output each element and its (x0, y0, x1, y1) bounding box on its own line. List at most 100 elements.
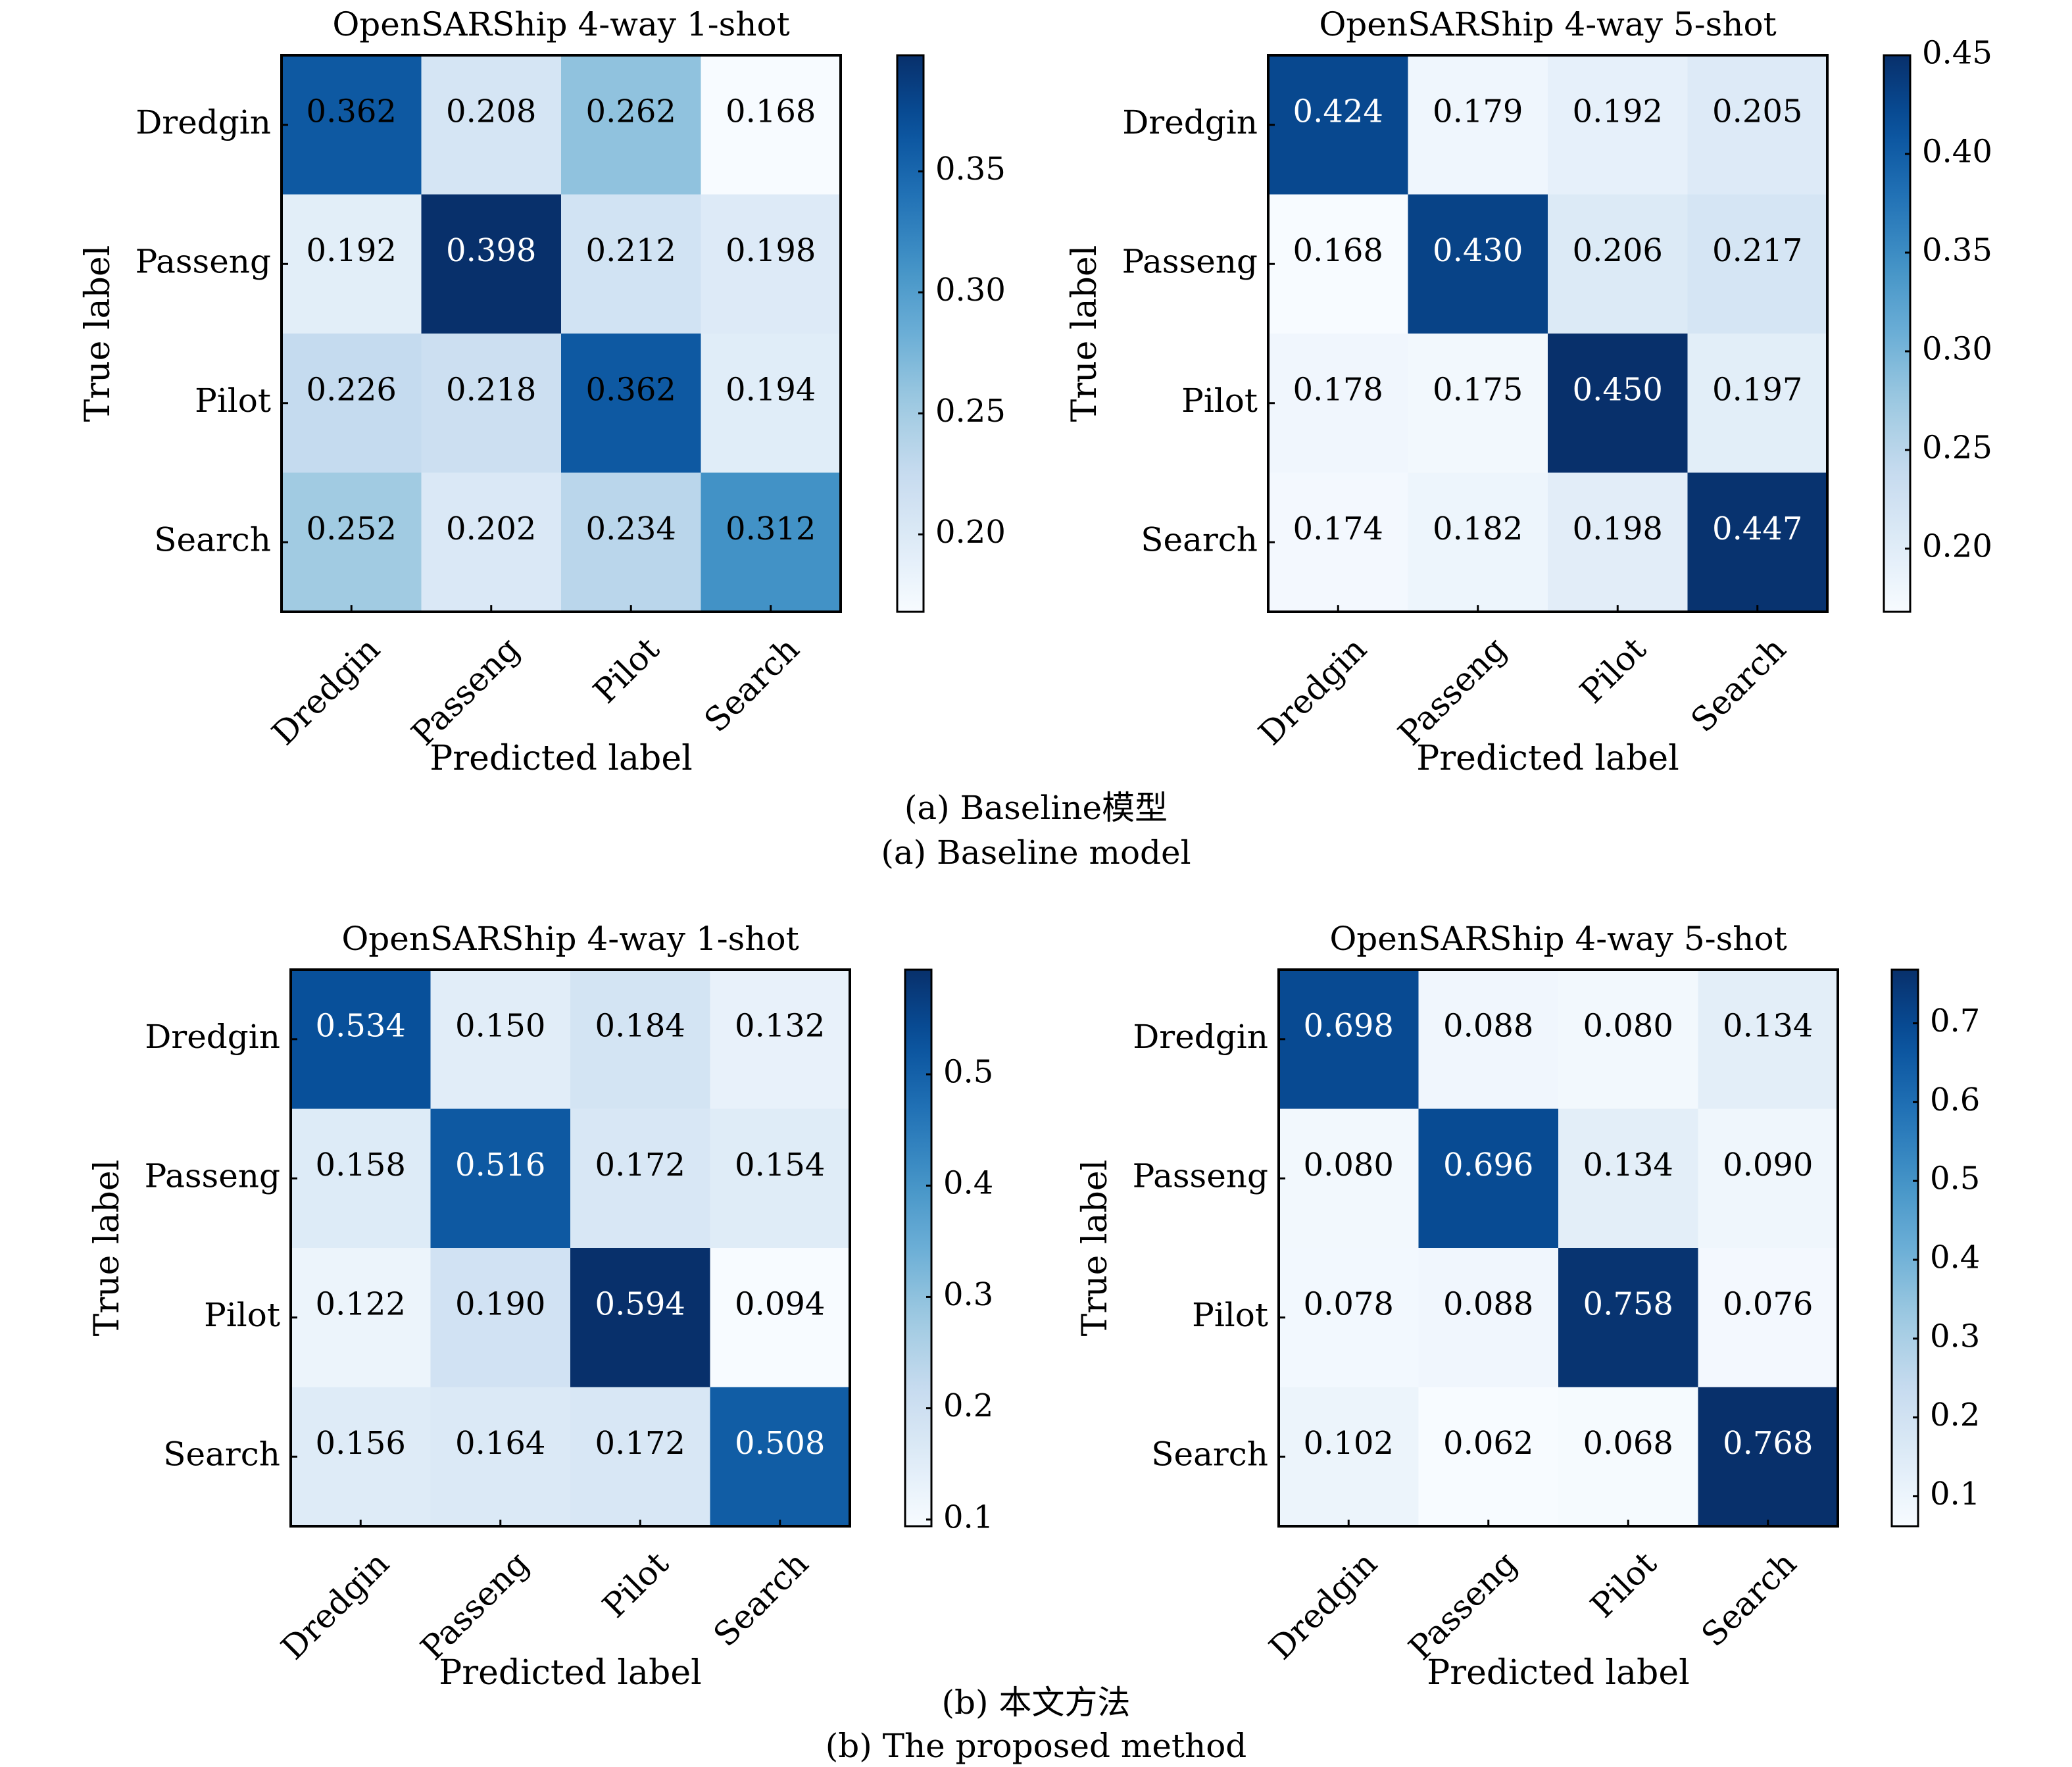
heatmap-cell (1418, 970, 1559, 1109)
heatmap-cell (710, 1248, 851, 1387)
heatmap-cell (1698, 1387, 1838, 1527)
y-axis-label: True label (78, 245, 118, 422)
y-tick-label: Search (1151, 1435, 1268, 1473)
x-axis-label: Predicted label (439, 1653, 701, 1693)
x-tick-label: Dredgin (274, 1544, 397, 1667)
cell-value-label: 0.068 (1583, 1425, 1673, 1462)
cell-value-label: 0.080 (1583, 1007, 1673, 1044)
colorbar (904, 968, 933, 1528)
colorbar-tick-label: 0.1 (1930, 1476, 1980, 1512)
cell-value-label: 0.312 (726, 510, 816, 547)
cell-value-label: 0.078 (1304, 1285, 1394, 1322)
heatmap-cell (291, 1248, 431, 1387)
heatmap-cell (1408, 472, 1548, 612)
cell-value-label: 0.398 (446, 232, 536, 269)
x-tick-label: Passeng (1391, 630, 1514, 753)
x-tick-label: Dredgin (1262, 1544, 1385, 1667)
heatmap-cell (282, 194, 422, 334)
heatmap-cell (1408, 55, 1548, 195)
cell-value-label: 0.184 (595, 1007, 685, 1044)
heatmap-cell (1558, 1387, 1698, 1527)
heatmap-cell (1548, 194, 1688, 334)
cell-value-label: 0.698 (1304, 1007, 1394, 1044)
y-axis-label: True label (87, 1160, 127, 1337)
colorbar-tick-label: 0.1 (943, 1499, 993, 1535)
cell-value-label: 0.190 (455, 1285, 545, 1322)
cell-value-label: 0.134 (1583, 1147, 1673, 1183)
x-axis-label: Predicted label (430, 739, 692, 778)
heatmap-cell (1687, 194, 1828, 334)
cell-value-label: 0.534 (316, 1007, 406, 1044)
colorbar-tick-label: 0.20 (1922, 528, 1992, 565)
heatmap-cell (1698, 1248, 1838, 1387)
heatmap-cell (1548, 334, 1688, 473)
heatmap-cell (1408, 334, 1548, 473)
heatmap-cell (1687, 334, 1828, 473)
heatmap-cell (1268, 55, 1408, 195)
cell-value-label: 0.178 (1293, 371, 1383, 408)
cell-value-label: 0.168 (726, 93, 816, 130)
x-tick-label: Search (1694, 1544, 1804, 1654)
chart-title: OpenSARShip 4-way 1-shot (341, 920, 799, 958)
heatmap-cell (1558, 970, 1698, 1109)
y-tick-label: Search (163, 1435, 280, 1473)
colorbar (896, 54, 925, 613)
heatmap-cell (282, 55, 422, 195)
y-tick-label: Search (154, 520, 271, 559)
y-tick-label: Dredgin (145, 1018, 280, 1056)
cell-value-label: 0.088 (1443, 1007, 1533, 1044)
heatmap-cell (421, 472, 562, 612)
heatmap-cell (430, 1387, 571, 1527)
cell-value-label: 0.175 (1433, 371, 1523, 408)
cell-value-label: 0.192 (1573, 93, 1663, 130)
heatmap-cell (561, 472, 701, 612)
cell-value-label: 0.122 (316, 1285, 406, 1322)
plot-frame (289, 968, 851, 1528)
cell-value-label: 0.424 (1293, 93, 1383, 130)
cell-value-label: 0.768 (1723, 1425, 1813, 1462)
cell-value-label: 0.172 (595, 1147, 685, 1183)
caption-a-en: (a) Baseline model (881, 834, 1191, 872)
heatmap-cell (1548, 55, 1688, 195)
colorbar (1883, 54, 1912, 613)
colorbar-tick-label: 0.4 (1930, 1239, 1980, 1276)
colorbar-tick-label: 0.35 (1922, 232, 1992, 269)
colorbar-tick-label: 0.20 (935, 514, 1006, 551)
cell-value-label: 0.179 (1433, 93, 1523, 130)
heatmap-cell (1548, 472, 1688, 612)
cell-value-label: 0.156 (316, 1425, 406, 1462)
cell-value-label: 0.132 (735, 1007, 825, 1044)
y-axis-label: True label (1075, 1160, 1115, 1337)
cell-value-label: 0.206 (1573, 232, 1663, 269)
heatmap-cell (1408, 194, 1548, 334)
heatmap-cell (1558, 1248, 1698, 1387)
heatmap-cell (430, 970, 571, 1109)
cell-value-label: 0.088 (1443, 1285, 1533, 1322)
cell-value-label: 0.217 (1712, 232, 1802, 269)
cell-value-label: 0.226 (307, 371, 397, 408)
heatmap-cell (291, 1108, 431, 1249)
colorbar-tick-label: 0.3 (943, 1276, 993, 1313)
colorbar-tick-label: 0.2 (1930, 1397, 1980, 1433)
heatmap-cell (282, 334, 422, 473)
plot-frame (280, 54, 842, 613)
colorbar-tick-label: 0.2 (943, 1387, 993, 1424)
colorbar-tick-label: 0.5 (1930, 1160, 1980, 1197)
heatmap-panel-a-5shot: OpenSARShip 4-way 5-shot 0.424 0.179 0.192 0… (1065, 5, 1992, 778)
colorbar-tick-label: 0.3 (1930, 1318, 1980, 1355)
cell-value-label: 0.062 (1443, 1425, 1533, 1462)
cell-value-label: 0.094 (735, 1285, 825, 1322)
x-tick-label: Search (697, 630, 807, 739)
cell-value-label: 0.198 (726, 232, 816, 269)
cell-value-label: 0.202 (446, 510, 536, 547)
x-tick-label: Search (706, 1544, 816, 1654)
y-tick-label: Pilot (204, 1296, 280, 1334)
heatmap-panel-a-1shot: OpenSARShip 4-way 1-shot 0.362 0.208 0.262 0… (78, 5, 1006, 778)
cell-value-label: 0.134 (1723, 1007, 1813, 1044)
cell-value-label: 0.102 (1304, 1425, 1394, 1462)
heatmap-cell (710, 970, 851, 1109)
y-tick-label: Pilot (1192, 1296, 1268, 1334)
cell-value-label: 0.090 (1723, 1147, 1813, 1183)
y-tick-label: Pilot (1181, 382, 1258, 420)
heatmap-cell (1268, 472, 1408, 612)
